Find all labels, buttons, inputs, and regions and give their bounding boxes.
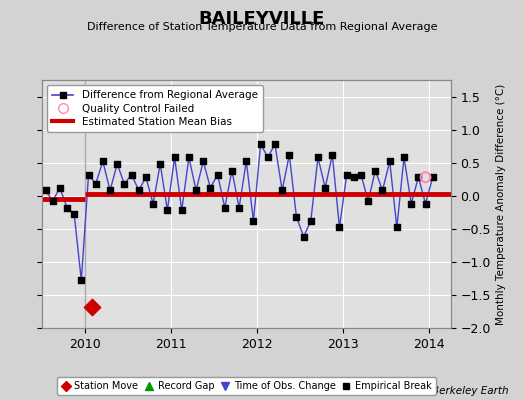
Point bbox=[378, 187, 387, 194]
Point bbox=[127, 171, 136, 178]
Legend: Station Move, Record Gap, Time of Obs. Change, Empirical Break: Station Move, Record Gap, Time of Obs. C… bbox=[57, 377, 436, 395]
Point bbox=[278, 187, 286, 194]
Point bbox=[56, 184, 64, 191]
Point bbox=[364, 198, 373, 204]
Point bbox=[242, 158, 250, 164]
Point bbox=[41, 187, 50, 194]
Y-axis label: Monthly Temperature Anomaly Difference (°C): Monthly Temperature Anomaly Difference (… bbox=[496, 83, 506, 325]
Point bbox=[113, 161, 122, 167]
Point bbox=[20, 187, 28, 194]
Point bbox=[371, 168, 379, 174]
Point bbox=[307, 218, 315, 224]
Point bbox=[184, 154, 193, 160]
Point bbox=[213, 171, 222, 178]
Point bbox=[328, 152, 336, 158]
Point bbox=[350, 174, 358, 180]
Point bbox=[407, 200, 416, 207]
Point bbox=[292, 214, 301, 220]
Point bbox=[84, 171, 93, 178]
Point bbox=[271, 141, 279, 147]
Point bbox=[421, 174, 430, 180]
Point bbox=[192, 187, 200, 194]
Point bbox=[156, 161, 165, 167]
Point bbox=[163, 207, 171, 214]
Point bbox=[178, 207, 186, 214]
Point bbox=[199, 158, 208, 164]
Point bbox=[314, 154, 322, 160]
Text: Berkeley Earth: Berkeley Earth bbox=[432, 386, 508, 396]
Point bbox=[235, 204, 243, 211]
Text: Difference of Station Temperature Data from Regional Average: Difference of Station Temperature Data f… bbox=[87, 22, 437, 32]
Point bbox=[386, 158, 394, 164]
Point bbox=[135, 187, 143, 194]
Point bbox=[414, 174, 422, 180]
Point bbox=[392, 224, 401, 231]
Point bbox=[357, 171, 365, 178]
Point bbox=[221, 204, 229, 211]
Point bbox=[88, 304, 96, 310]
Point bbox=[92, 181, 100, 187]
Point bbox=[149, 200, 157, 207]
Legend: Difference from Regional Average, Quality Control Failed, Estimated Station Mean: Difference from Regional Average, Qualit… bbox=[47, 85, 263, 132]
Point bbox=[335, 224, 344, 231]
Point bbox=[106, 187, 114, 194]
Point bbox=[321, 184, 330, 191]
Point bbox=[256, 141, 265, 147]
Text: BAILEYVILLE: BAILEYVILLE bbox=[199, 10, 325, 28]
Point bbox=[13, 178, 21, 184]
Point bbox=[0, 174, 7, 180]
Point bbox=[206, 184, 215, 191]
Point bbox=[249, 218, 258, 224]
Point bbox=[34, 190, 42, 196]
Point bbox=[400, 154, 408, 160]
Point bbox=[285, 152, 293, 158]
Point bbox=[343, 171, 351, 178]
Point bbox=[264, 154, 272, 160]
Point bbox=[77, 277, 85, 284]
Point bbox=[120, 181, 128, 187]
Point bbox=[429, 174, 437, 180]
Point bbox=[5, 184, 14, 191]
Point bbox=[170, 154, 179, 160]
Point bbox=[300, 234, 308, 240]
Point bbox=[99, 158, 107, 164]
Point bbox=[27, 181, 35, 187]
Point bbox=[421, 200, 430, 207]
Point bbox=[228, 168, 236, 174]
Point bbox=[49, 198, 57, 204]
Point bbox=[141, 174, 150, 180]
Point bbox=[70, 211, 79, 218]
Point bbox=[63, 204, 71, 211]
